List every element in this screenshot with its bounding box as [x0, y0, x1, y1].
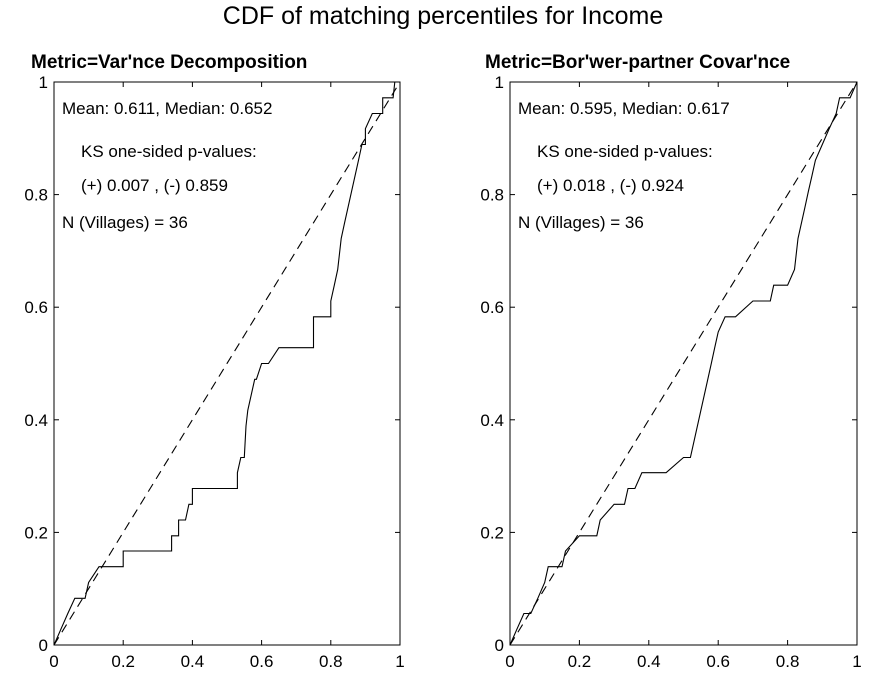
x-tick-label: 0.4	[637, 652, 661, 671]
annotation-text: KS one-sided p-values:	[537, 142, 713, 161]
empirical-cdf-line	[53, 81, 400, 646]
y-tick-label: 0.4	[480, 411, 504, 430]
y-tick-label: 1	[39, 73, 48, 92]
y-tick-label: 1	[495, 73, 504, 92]
x-tick-label: 0	[505, 652, 514, 671]
x-tick-label: 0.4	[181, 652, 205, 671]
annotation-text: Mean: 0.595, Median: 0.617	[518, 99, 730, 118]
y-tick-label: 0.6	[24, 298, 48, 317]
x-tick-label: 0.8	[319, 652, 343, 671]
annotation-text: Mean: 0.611, Median: 0.652	[62, 99, 272, 118]
y-tick-label: 0.4	[24, 411, 48, 430]
x-tick-label: 0	[49, 652, 58, 671]
x-tick-label: 1	[852, 652, 861, 671]
x-tick-label: 1	[395, 652, 404, 671]
x-tick-label: 0.2	[111, 652, 135, 671]
y-tick-label: 0.6	[480, 298, 504, 317]
x-tick-label: 0.6	[250, 652, 274, 671]
annotation-text: (+) 0.018 , (-) 0.924	[537, 176, 684, 195]
figure-title: CDF of matching percentiles for Income	[222, 2, 664, 30]
y-tick-label: 0.8	[480, 186, 504, 205]
annotation-text: N (Villages) = 36	[518, 213, 644, 232]
y-tick-label: 0	[39, 636, 48, 655]
diagonal-reference-line	[53, 81, 401, 646]
plot-frame	[53, 81, 401, 646]
annotation-text: (+) 0.007 , (-) 0.859	[81, 176, 228, 195]
y-tick-label: 0.2	[480, 523, 504, 542]
diagonal-reference-line	[509, 81, 858, 646]
y-tick-label: 0.2	[24, 523, 48, 542]
right-panel-title: Metric=Bor'wer-partner Covar'nce	[485, 52, 791, 73]
y-tick-label: 0.8	[24, 186, 48, 205]
empirical-cdf-line	[509, 81, 858, 646]
x-tick-label: 0.6	[706, 652, 730, 671]
x-tick-label: 0.8	[776, 652, 800, 671]
x-tick-label: 0.2	[568, 652, 592, 671]
plot-frame	[509, 81, 858, 646]
y-tick-label: 0	[495, 636, 504, 655]
annotation-text: KS one-sided p-values:	[81, 142, 257, 161]
left-panel-title: Metric=Var'nce Decomposition	[31, 52, 308, 73]
annotation-text: N (Villages) = 36	[62, 213, 188, 232]
